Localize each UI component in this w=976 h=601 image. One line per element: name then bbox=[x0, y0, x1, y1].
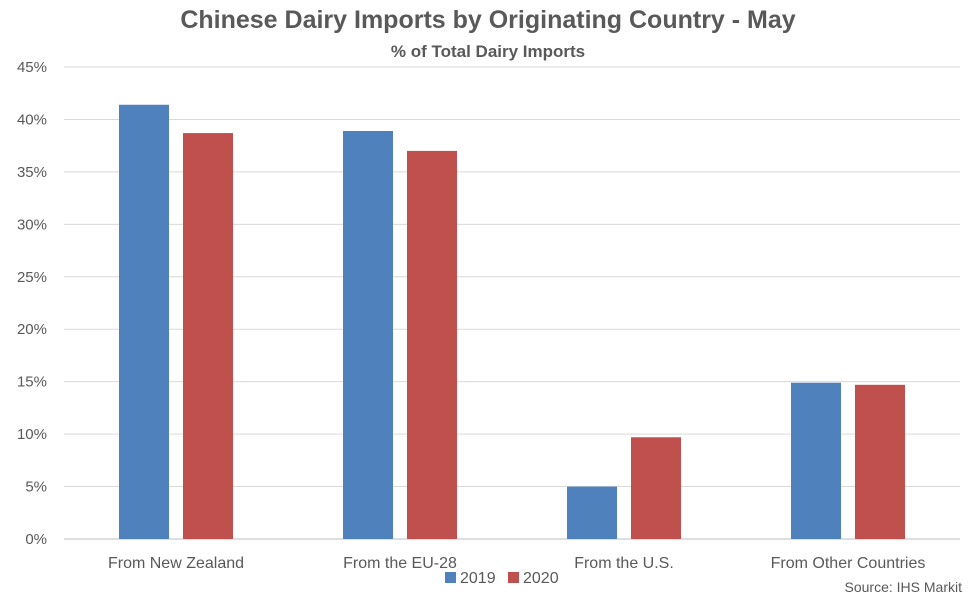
x-tick-label: From the EU-28 bbox=[343, 555, 457, 572]
legend-label: 2020 bbox=[523, 570, 559, 587]
bar-2019 bbox=[343, 130, 393, 539]
bar-2019 bbox=[791, 382, 841, 539]
source-note: Source: IHS Markit bbox=[844, 579, 962, 595]
x-tick-label: From the U.S. bbox=[574, 555, 674, 572]
y-tick-label: 5% bbox=[25, 479, 47, 496]
bar-2019 bbox=[567, 486, 617, 539]
bar-2020 bbox=[855, 384, 905, 539]
bar-2020 bbox=[631, 437, 681, 539]
y-tick-label: 0% bbox=[25, 531, 47, 548]
legend-swatch-2019 bbox=[445, 572, 456, 583]
legend-label: 2019 bbox=[460, 570, 496, 587]
bar-2019 bbox=[119, 104, 169, 539]
y-tick-label: 45% bbox=[17, 59, 47, 76]
y-tick-label: 15% bbox=[17, 374, 47, 391]
y-tick-label: 25% bbox=[17, 269, 47, 286]
chart-subtitle: % of Total Dairy Imports bbox=[390, 42, 586, 61]
y-tick-label: 10% bbox=[17, 426, 47, 443]
y-tick-label: 30% bbox=[17, 216, 47, 233]
legend-swatch-2020 bbox=[508, 572, 519, 583]
chart-title: Chinese Dairy Imports by Originating Cou… bbox=[180, 6, 796, 34]
bar-2020 bbox=[183, 133, 233, 539]
x-tick-label: From New Zealand bbox=[108, 555, 244, 572]
bar-2020 bbox=[407, 150, 457, 539]
y-tick-label: 40% bbox=[17, 111, 47, 128]
y-tick-label: 20% bbox=[17, 321, 47, 338]
x-tick-label: From Other Countries bbox=[771, 555, 926, 572]
y-tick-label: 35% bbox=[17, 164, 47, 181]
